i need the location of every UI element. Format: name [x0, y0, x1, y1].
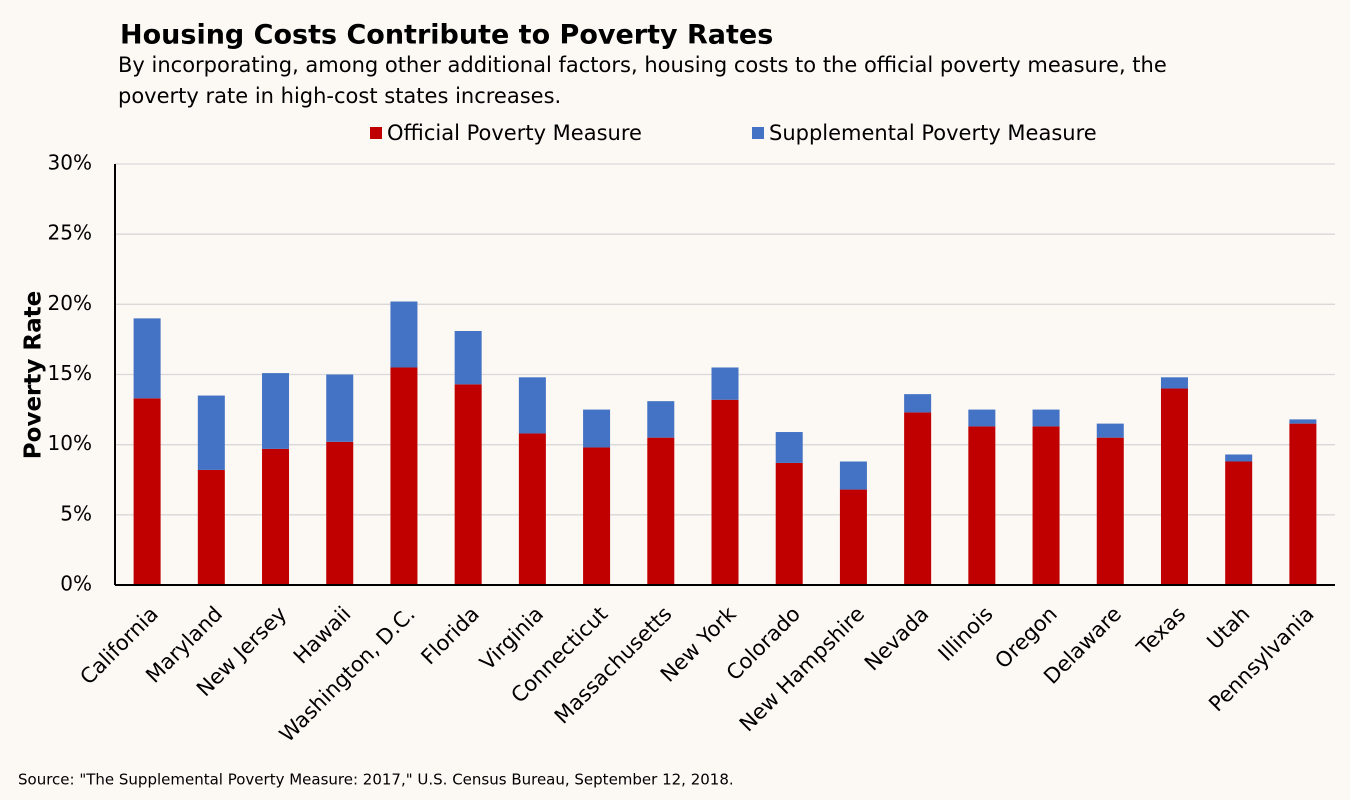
bar-segment — [454, 384, 482, 585]
bar-segment — [904, 394, 932, 413]
bar-segment — [326, 374, 354, 442]
bar-segment — [1289, 423, 1317, 585]
bar-segment — [1289, 419, 1317, 424]
bar-segment — [775, 462, 803, 585]
bar-segment — [968, 426, 996, 585]
legend-label: Official Poverty Measure — [387, 121, 642, 145]
bar-segment — [647, 401, 675, 438]
bar-segment — [262, 373, 290, 449]
bar-segment — [133, 398, 161, 585]
bar-segment — [390, 301, 418, 368]
bar-segment — [647, 437, 675, 585]
bar-segment — [197, 395, 225, 470]
bar-segment — [839, 489, 867, 585]
bar-segment — [390, 367, 418, 585]
y-tick-label: 25% — [48, 221, 92, 245]
bar-segment — [518, 377, 546, 434]
bar-segment — [775, 432, 803, 463]
legend-swatch — [752, 127, 764, 139]
y-tick-label: 10% — [48, 431, 92, 455]
bar-segment — [583, 447, 611, 585]
bar-segment — [262, 448, 290, 585]
y-tick-label: 20% — [48, 291, 92, 315]
y-tick-label: 15% — [48, 361, 92, 385]
bar-segment — [711, 399, 739, 585]
y-tick-label: 0% — [60, 572, 92, 596]
chart-title: Housing Costs Contribute to Poverty Rate… — [120, 20, 773, 51]
bar-segment — [518, 433, 546, 585]
y-axis-title: Poverty Rate — [21, 291, 47, 459]
bar-segment — [133, 318, 161, 399]
bar-segment — [197, 469, 225, 585]
legend-swatch — [370, 127, 382, 139]
bar-segment — [1096, 423, 1124, 438]
bar-segment — [1032, 426, 1060, 585]
legend-label: Supplemental Poverty Measure — [769, 121, 1097, 145]
bar-segment — [454, 330, 482, 385]
bar-segment — [1225, 461, 1253, 585]
source-note: Source: "The Supplemental Poverty Measur… — [18, 771, 734, 789]
bar-segment — [1160, 377, 1188, 389]
bar-segment — [1032, 409, 1060, 427]
subtitle-box: By incorporating, among other additional… — [118, 53, 1167, 108]
bar-segment — [968, 409, 996, 427]
chart-subtitle: By incorporating, among other additional… — [118, 53, 1167, 108]
y-tick-label: 30% — [48, 151, 92, 175]
bar-segment — [904, 412, 932, 585]
bar-segment — [1225, 454, 1253, 462]
bar-segment — [1160, 388, 1188, 585]
bar-segment — [1096, 437, 1124, 585]
bar-segment — [839, 461, 867, 490]
y-tick-label: 5% — [60, 501, 92, 525]
bar-segment — [583, 409, 611, 448]
bar-segment — [326, 441, 354, 585]
bar-segment — [711, 367, 739, 400]
